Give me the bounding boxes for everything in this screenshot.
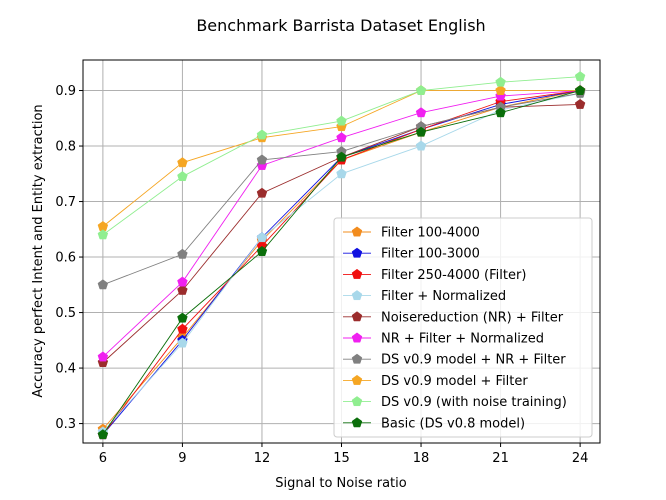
x-tick-label: 12	[254, 451, 271, 466]
data-point	[415, 140, 427, 151]
legend-marker	[351, 396, 363, 407]
legend-entry: Noisereduction (NR) + Filter	[343, 310, 564, 325]
legend-label: Noisereduction (NR) + Filter	[381, 310, 564, 325]
y-tick-label: 0.7	[55, 195, 76, 210]
series-10	[97, 85, 586, 440]
y-tick-label: 0.9	[55, 84, 76, 99]
data-point	[574, 98, 586, 109]
data-point	[97, 351, 109, 362]
data-point	[415, 107, 427, 118]
data-point	[336, 115, 347, 126]
data-point	[256, 129, 268, 140]
legend-marker	[351, 332, 363, 343]
y-tick-label: 0.3	[55, 417, 76, 432]
legend-entry: Filter 100-3000	[343, 247, 480, 262]
legend-entry: Filter 250-4000 (Filter)	[343, 268, 526, 283]
series-layer	[97, 71, 586, 440]
data-point	[97, 429, 109, 440]
data-point	[177, 248, 188, 259]
data-point	[177, 323, 188, 334]
legend-label: NR + Filter + Normalized	[381, 332, 544, 347]
data-point	[256, 232, 268, 243]
legend-label: Filter 250-4000 (Filter)	[381, 268, 526, 283]
legend-entry: NR + Filter + Normalized	[343, 332, 544, 347]
data-point	[415, 126, 427, 137]
x-axis-label: Signal to Noise ratio	[275, 476, 406, 491]
series-9	[97, 71, 586, 240]
legend-entry: Basic (DS v0.8 model)	[343, 416, 525, 431]
y-tick-label: 0.8	[55, 140, 76, 155]
data-point	[495, 76, 506, 87]
legend-marker	[351, 353, 363, 364]
data-point	[495, 85, 506, 95]
legend-label: DS v0.9 (with noise training)	[381, 395, 567, 410]
legend-marker	[351, 374, 363, 385]
y-tick-label: 0.4	[55, 362, 76, 377]
x-tick-label: 24	[572, 451, 589, 466]
data-point	[177, 157, 188, 168]
legend-label: Filter + Normalized	[381, 289, 506, 304]
y-tick-label: 0.6	[55, 251, 76, 266]
data-point	[415, 85, 427, 95]
data-point	[177, 284, 188, 295]
legend-label: Filter 100-4000	[381, 226, 480, 241]
data-point	[574, 71, 586, 82]
legend-entry: DS v0.9 (with noise training)	[343, 395, 567, 410]
data-point	[177, 337, 188, 348]
legend-marker	[351, 268, 363, 279]
data-point	[336, 151, 347, 162]
data-point	[256, 245, 268, 256]
data-point	[495, 107, 506, 118]
x-tick-label: 15	[333, 451, 350, 466]
x-tick-label: 21	[492, 451, 509, 466]
chart-title: Benchmark Barrista Dataset English	[196, 16, 485, 35]
legend-label: Filter 100-3000	[381, 247, 480, 262]
legend-marker	[351, 311, 363, 322]
data-point	[336, 168, 347, 179]
legend-marker	[351, 226, 363, 237]
data-point	[336, 132, 347, 143]
data-point	[177, 312, 188, 323]
legend-label: DS v0.9 model + NR + Filter	[381, 353, 566, 368]
legend: Filter 100-4000 Filter 100-3000 Filter 250…	[333, 217, 593, 438]
data-point	[256, 187, 268, 198]
legend-entry: DS v0.9 model + NR + Filter	[343, 353, 566, 368]
data-point	[574, 85, 586, 95]
data-point	[97, 229, 109, 240]
legend-label: DS v0.9 model + Filter	[381, 374, 528, 389]
x-tick-label: 9	[178, 451, 186, 466]
legend-label: Basic (DS v0.8 model)	[381, 416, 525, 431]
legend-entry: Filter + Normalized	[343, 289, 506, 304]
legend-marker	[351, 247, 363, 258]
data-point	[177, 276, 188, 287]
x-tick-label: 6	[99, 451, 107, 466]
y-tick-label: 0.5	[55, 306, 76, 321]
legend-box	[333, 217, 593, 438]
legend-entry: Filter 100-4000	[343, 226, 480, 241]
axis-ticks: 6 9 12 15 18 21 24 0.3 0.4 0.5 0.6 0.7 0.8 0.9	[55, 84, 588, 466]
data-point	[97, 279, 109, 290]
x-tick-label: 18	[413, 451, 430, 466]
legend-marker	[351, 417, 363, 428]
y-axis-label: Accuracy perfect Intent and Entity extra…	[31, 104, 46, 397]
legend-marker	[351, 290, 363, 301]
legend-entry: DS v0.9 model + Filter	[343, 374, 528, 389]
data-point	[256, 154, 268, 165]
data-point	[177, 171, 188, 182]
